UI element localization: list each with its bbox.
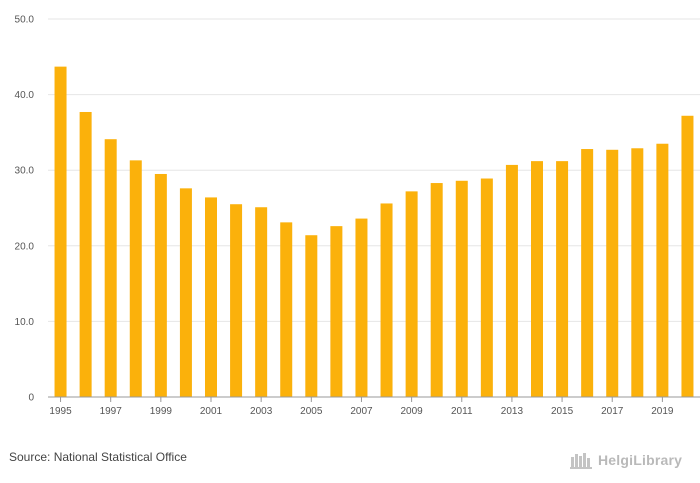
x-tick-label: 2003: [250, 406, 273, 417]
bar-2004: [280, 222, 293, 397]
y-tick-label: 30.0: [15, 166, 35, 177]
bar-2005: [305, 235, 318, 397]
brand-logo: HelgiLibrary: [570, 449, 682, 471]
y-tick-label: 50.0: [15, 15, 35, 26]
bar-2013: [505, 164, 518, 397]
bar-2019: [656, 143, 669, 397]
bar-2000: [179, 188, 192, 397]
x-tick-label: 2011: [451, 406, 473, 417]
bar-2006: [330, 226, 343, 397]
source-note: Source: National Statistical Office: [9, 450, 187, 464]
bar-2020: [681, 115, 694, 398]
y-tick-label: 20.0: [15, 241, 35, 252]
x-tick-label: 2019: [651, 406, 674, 417]
bar-2011: [455, 180, 468, 397]
x-tick-label: 2005: [300, 406, 323, 417]
x-tick-label: 2007: [350, 406, 373, 417]
bar-chart: 0 10.0 20.0 30.0 40.0 50.0 1995 1997 1999 2001 20…: [15, 15, 700, 417]
bars: [54, 66, 694, 398]
bar-2017: [606, 149, 619, 397]
bar-1997: [104, 139, 117, 397]
bar-1996: [79, 111, 92, 398]
bar-1999: [154, 173, 167, 397]
x-tick-label: 2013: [501, 406, 524, 417]
bar-2012: [480, 178, 493, 397]
x-tick-label: 1995: [49, 406, 72, 417]
bar-2001: [205, 197, 217, 397]
y-tick-label: 0: [28, 393, 34, 404]
y-axis-tick-labels: 0 10.0 20.0 30.0 40.0 50.0: [15, 15, 35, 404]
x-tick-label: 2015: [551, 406, 574, 417]
x-tick-label: 2001: [200, 406, 223, 417]
bar-2002: [230, 204, 243, 397]
bar-2015: [556, 161, 569, 397]
y-tick-label: 40.0: [15, 90, 35, 101]
bar-1995: [54, 66, 67, 397]
grid-lines: [48, 18, 700, 322]
x-tick-label: 1997: [100, 406, 123, 417]
brand-name: HelgiLibrary: [598, 452, 683, 468]
bar-2010: [430, 183, 443, 397]
x-axis-ticks: 1995 1997 1999 2001 2003 2005 2007 2009 2011 2013…: [49, 397, 674, 417]
bar-2009: [405, 191, 418, 397]
x-tick-label: 2009: [400, 406, 423, 417]
bar-2018: [631, 148, 644, 397]
bar-2007: [355, 218, 368, 397]
x-tick-label: 2017: [601, 406, 624, 417]
bar-2016: [581, 149, 594, 397]
bar-2008: [380, 203, 393, 397]
bar-2014: [531, 161, 543, 397]
y-tick-label: 10.0: [15, 317, 35, 328]
bar-1998: [129, 160, 142, 397]
library-logo-icon: [570, 453, 592, 469]
bar-2003: [255, 207, 268, 397]
x-tick-label: 1999: [150, 406, 173, 417]
